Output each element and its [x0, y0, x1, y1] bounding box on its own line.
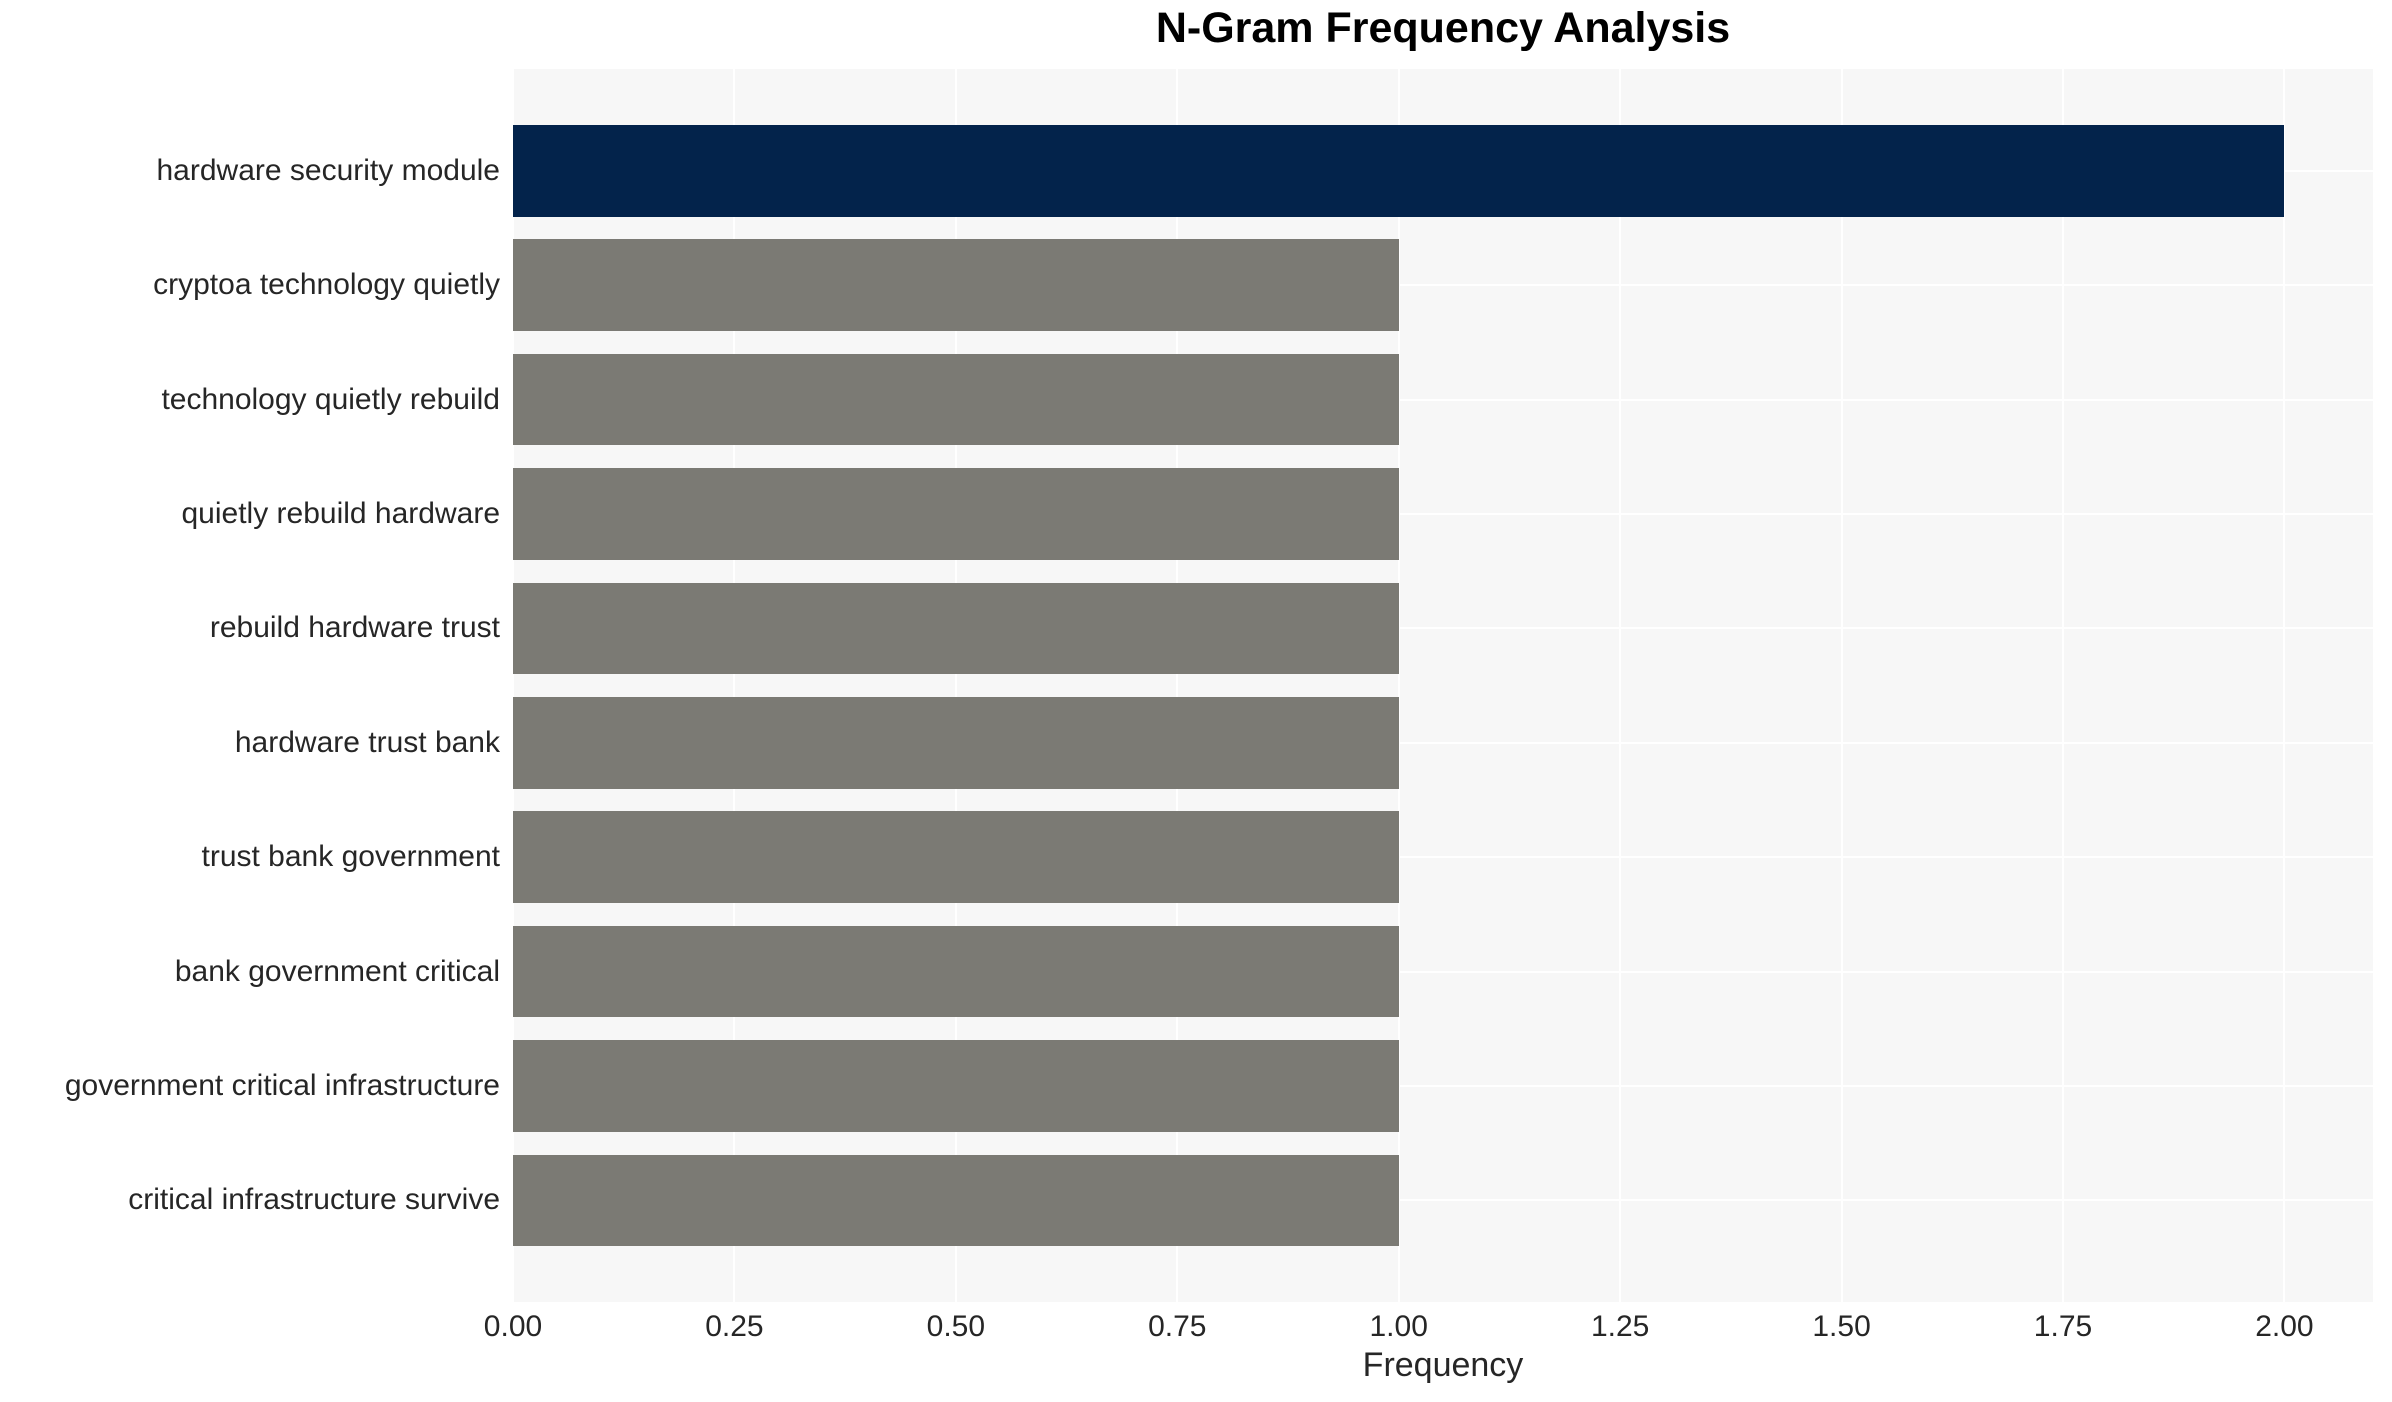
gridline-vertical [733, 69, 736, 1302]
gridline-vertical [1176, 69, 1179, 1302]
bar [513, 353, 1399, 446]
bar [513, 239, 1399, 331]
bar [513, 582, 1399, 675]
gridline-horizontal [513, 856, 2373, 859]
y-tick-label: bank government critical [174, 954, 500, 988]
y-tick-label: rebuild hardware trust [209, 611, 500, 645]
y-tick-label: quietly rebuild hardware [181, 496, 500, 530]
gridline-horizontal [513, 1199, 2373, 1202]
x-tick-label: 0.00 [483, 1310, 543, 1343]
plot-area [512, 69, 2373, 1302]
gridline-vertical [954, 69, 957, 1302]
bar [513, 811, 1399, 903]
gridline-horizontal [513, 284, 2373, 287]
gridline-horizontal [513, 398, 2373, 401]
gridline-horizontal [513, 512, 2373, 515]
bar [513, 697, 1399, 789]
x-tick-label: 0.50 [926, 1310, 986, 1343]
gridline-horizontal [513, 970, 2373, 973]
gridline-vertical [1619, 69, 1622, 1302]
x-tick-label: 1.25 [1590, 1310, 1650, 1343]
y-tick-label: government critical infrastructure [64, 1068, 500, 1102]
gridline-vertical [1397, 69, 1400, 1302]
y-tick-label: hardware security module [156, 153, 501, 187]
y-tick-label: critical infrastructure survive [128, 1183, 500, 1217]
gridline-vertical [2283, 69, 2286, 1302]
y-tick-label: technology quietly rebuild [161, 382, 500, 416]
gridline-vertical [512, 69, 514, 1302]
gridline-horizontal [513, 741, 2373, 744]
gridline-horizontal [513, 627, 2373, 630]
y-tick-label: hardware trust bank [234, 725, 500, 759]
x-tick-label: 0.75 [1148, 1310, 1207, 1343]
x-tick-label: 0.25 [705, 1310, 764, 1343]
gridline-vertical [1840, 69, 1843, 1302]
y-tick-label: cryptoa technology quietly [153, 268, 500, 302]
bar [513, 925, 1399, 1018]
x-tick-label: 2.00 [2255, 1310, 2314, 1343]
chart-title: N-Gram Frequency Analysis [1155, 4, 1731, 52]
gridline-horizontal [513, 1084, 2373, 1087]
x-tick-label: 1.50 [1812, 1310, 1871, 1343]
gridline-vertical [2062, 69, 2064, 1302]
bar [513, 125, 2285, 217]
x-tick-label: 1.00 [1369, 1310, 1428, 1343]
bar [513, 468, 1399, 560]
x-tick-label: 1.75 [2033, 1310, 2093, 1343]
y-tick-label: trust bank government [201, 840, 501, 874]
bar [513, 1154, 1399, 1247]
bar [513, 1040, 1399, 1132]
x-axis-label: Frequency [1362, 1346, 1524, 1384]
